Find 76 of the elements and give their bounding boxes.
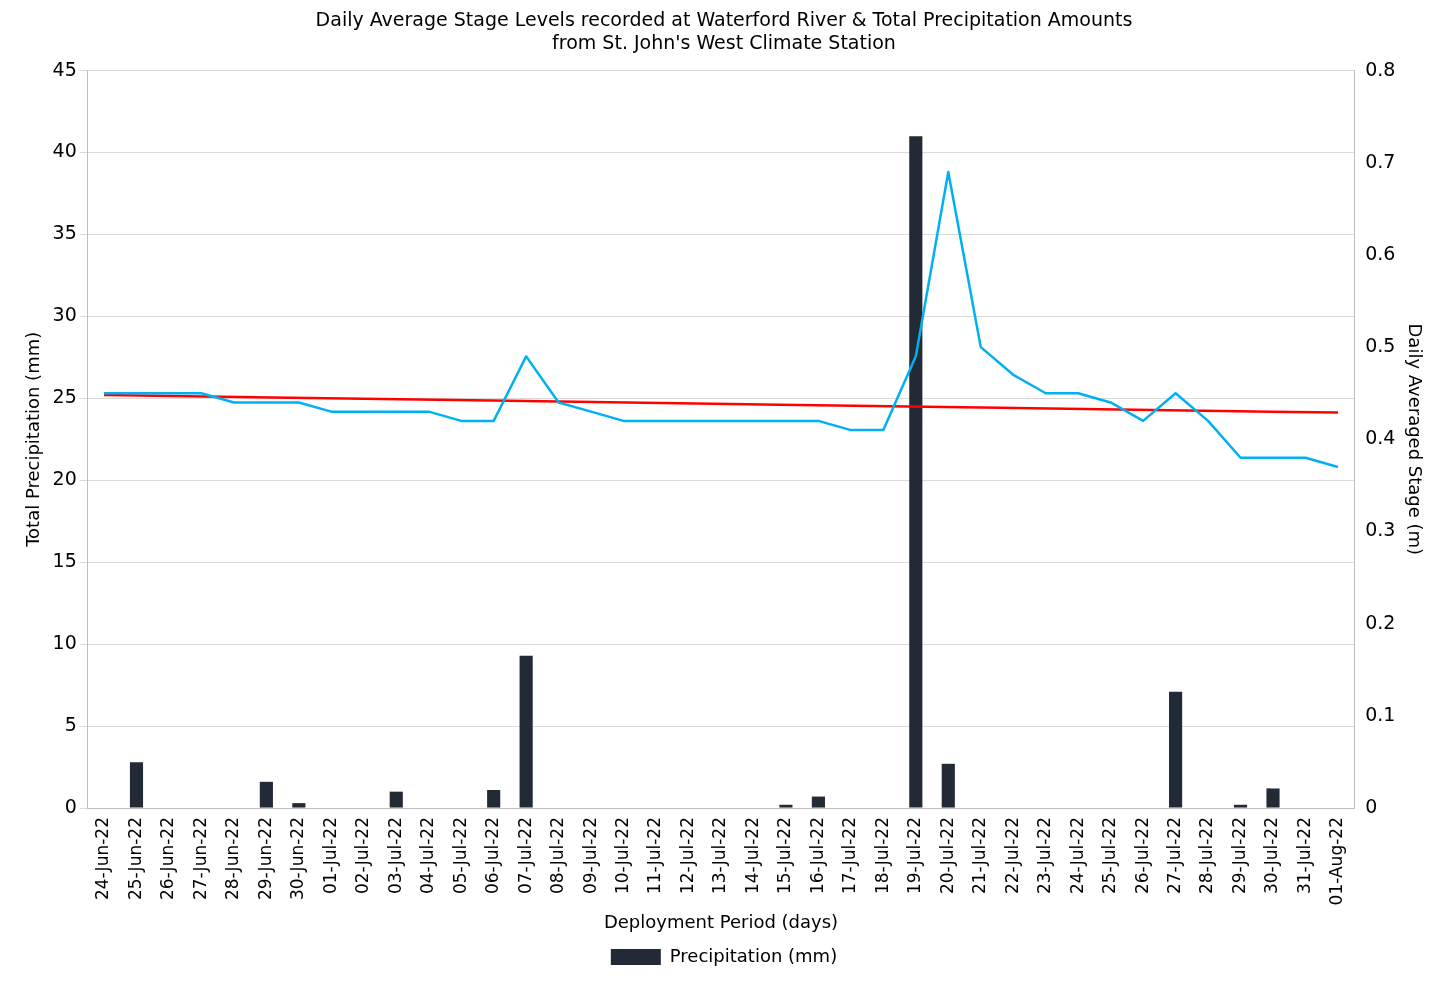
x-tick-label: 12-Jul-22 [676,817,697,895]
y2-tick-label: 0.3 [1365,518,1396,541]
chart-title: Daily Average Stage Levels recorded at Waterford River & Total Precipitation Amounts from St. John's West Climate Station [315,8,1133,54]
x-tick-label: 26-Jul-22 [1131,817,1152,895]
y-tick-label: 25 [52,385,77,408]
y-tick-label: 15 [52,549,77,572]
x-tick-label: 25-Jun-22 [124,817,145,901]
y-tick-label: 0 [64,794,77,817]
bar [259,781,273,808]
x-tick-label: 02-Jul-22 [352,817,373,895]
x-tick-label: 14-Jul-22 [741,817,762,895]
x-tick-label: 01-Aug-22 [1326,817,1347,906]
x-tick-label: 20-Jul-22 [936,817,957,895]
bar [292,803,306,808]
x-tick-label: 03-Jul-22 [384,817,405,895]
x-tick-label: 27-Jun-22 [189,817,210,901]
x-tick-label: 04-Jul-22 [417,817,438,895]
x-tick-label: 27-Jul-22 [1164,817,1185,895]
x-axis-title: Deployment Period (days) [603,910,839,932]
bar [941,763,955,808]
x-tick-label: 10-Jul-22 [611,817,632,895]
x-tick-label: 29-Jun-22 [254,817,275,901]
y-tick-label: 20 [52,467,77,490]
y-axis-title: Total Precipitation (mm) [22,331,44,548]
y2-axis-title: Daily Averaged Stage (m) [1404,323,1426,556]
x-tick-label: 05-Jul-22 [449,817,470,895]
bar [129,762,144,808]
x-tick-label: 21-Jul-22 [969,817,990,895]
x-tick-label: 13-Jul-22 [709,817,730,895]
x-tick-label: 31-Jul-22 [1293,817,1314,895]
y2-tick-label: 0.5 [1365,334,1396,357]
x-tick-label: 24-Jul-22 [1066,817,1087,895]
x-tick-label: 08-Jul-22 [547,817,568,895]
x-tick-label: 28-Jun-22 [222,817,243,901]
x-tick-label: 30-Jun-22 [287,817,308,901]
x-tick-label: 17-Jul-22 [839,817,860,895]
bar [519,655,533,808]
x-tick-label: 29-Jul-22 [1228,817,1249,895]
bar [1169,691,1183,808]
y-tick-label: 45 [52,57,77,80]
y-tick-label: 35 [52,221,77,244]
x-tick-label: 07-Jul-22 [514,817,535,895]
x-tick-label: 16-Jul-22 [806,817,827,895]
bar [779,804,793,808]
x-tick-label: 06-Jul-22 [482,817,503,895]
x-tick-label: 18-Jul-22 [871,817,892,895]
y2-tick-label: 0.2 [1365,610,1396,633]
x-tick-label: 30-Jul-22 [1261,817,1282,895]
bar [811,796,825,808]
bar [1266,788,1280,808]
y-tick-label: 30 [52,303,77,326]
bar [487,790,501,808]
y2-tick-label: 0.4 [1365,426,1396,449]
x-tick-label: 25-Jul-22 [1099,817,1120,895]
x-tick-label: 22-Jul-22 [1001,817,1022,895]
x-tick-label: 19-Jul-22 [904,817,925,895]
x-tick-label: 23-Jul-22 [1034,817,1055,895]
y-tick-label: 10 [52,631,77,654]
y2-tick-label: 0.8 [1365,57,1396,80]
bar [389,791,403,808]
x-tick-label: 28-Jul-22 [1196,817,1217,895]
x-tick-label: 15-Jul-22 [774,817,795,895]
y-tick-label: 5 [64,713,77,736]
bar [909,136,923,808]
y2-tick-label: 0.6 [1365,241,1396,264]
bar [1233,804,1248,808]
x-tick-label: 26-Jun-22 [157,817,178,901]
legend-label: Precipitation (mm) [669,944,838,966]
y-tick-label: 40 [52,139,77,162]
y2-tick-label: 0.1 [1365,702,1396,725]
x-tick-label: 24-Jun-22 [92,817,113,901]
x-tick-label: 09-Jul-22 [579,817,600,895]
x-tick-label: 11-Jul-22 [644,817,665,895]
x-tick-label: 01-Jul-22 [319,817,340,895]
y2-tick-label: 0 [1365,794,1378,817]
y2-tick-label: 0.7 [1365,149,1396,172]
